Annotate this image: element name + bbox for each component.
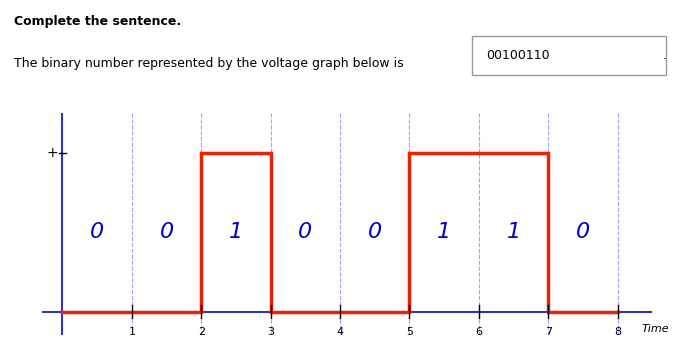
FancyBboxPatch shape: [472, 36, 666, 75]
Text: 2: 2: [198, 328, 205, 337]
Text: 4: 4: [337, 328, 344, 337]
Text: Time: Time: [642, 324, 670, 334]
Text: Complete the sentence.: Complete the sentence.: [14, 15, 181, 28]
Text: 0: 0: [298, 222, 312, 242]
Text: 1: 1: [128, 328, 135, 337]
Text: 00100110: 00100110: [486, 49, 550, 62]
Text: 0: 0: [160, 222, 174, 242]
Text: 0: 0: [368, 222, 382, 242]
Text: 1: 1: [229, 222, 243, 242]
Text: 1: 1: [507, 222, 520, 242]
Text: .: .: [663, 49, 667, 62]
Text: 0: 0: [576, 222, 590, 242]
Text: +: +: [46, 146, 58, 160]
Text: 8: 8: [614, 328, 621, 337]
Text: The binary number represented by the voltage graph below is: The binary number represented by the vol…: [14, 57, 403, 70]
Text: 1: 1: [437, 222, 451, 242]
Text: 7: 7: [545, 328, 552, 337]
Text: 6: 6: [475, 328, 482, 337]
Text: 0: 0: [90, 222, 104, 242]
Text: 3: 3: [267, 328, 274, 337]
Text: 5: 5: [406, 328, 413, 337]
